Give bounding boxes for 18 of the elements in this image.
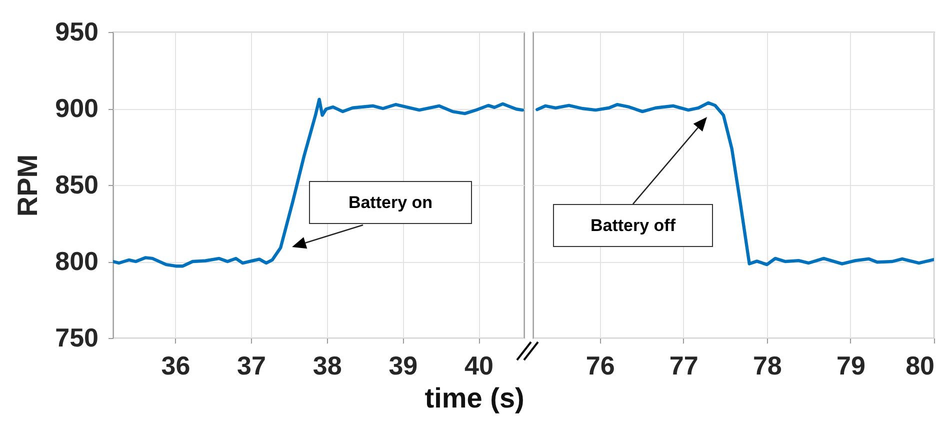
x-tick-label: 78: [752, 350, 782, 380]
x-tick-label: 40: [464, 350, 494, 380]
y-tick-label: 850: [55, 170, 98, 200]
x-axis-title: time (s): [424, 382, 524, 414]
x-tick-label: 77: [669, 350, 698, 380]
line-series: [113, 98, 524, 268]
y-tick-label: 900: [55, 93, 98, 123]
y-axis-title: RPM: [12, 154, 44, 217]
x-tick-label: 37: [237, 350, 266, 380]
x-tick-label: 80: [906, 350, 934, 380]
y-tick-label: 950: [55, 16, 98, 46]
y-tick-label: 800: [55, 246, 98, 276]
x-tick-label: 76: [586, 350, 615, 380]
x-tick-label: 39: [388, 350, 418, 380]
x-tick-label: 79: [836, 350, 866, 380]
x-tick-label: 38: [312, 350, 342, 380]
x-tick-label: 36: [161, 350, 190, 380]
y-tick-label: 750: [55, 322, 98, 352]
